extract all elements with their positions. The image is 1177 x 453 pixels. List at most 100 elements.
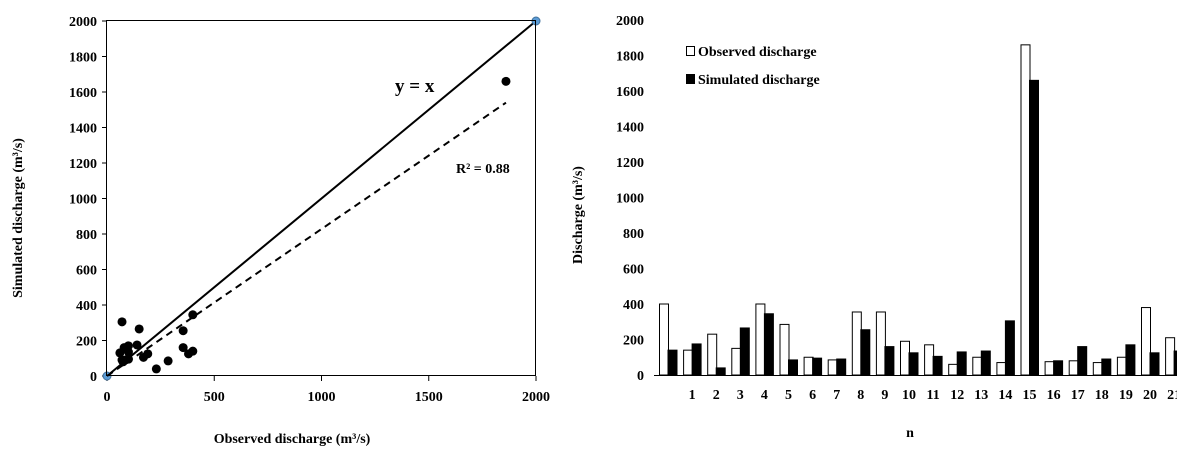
y-tick-labels: 0 200 400 600 800 1000 1200 1400 1600 1800 2000: [616, 14, 644, 384]
x-tick-label: 1500: [415, 390, 443, 405]
x-tick-label: 1000: [308, 390, 336, 405]
data-point: [123, 341, 133, 351]
x-tick-labels: 0 500 1000 1500 2000: [104, 376, 550, 405]
data-point: [178, 326, 188, 336]
x-tick-label: 14: [998, 388, 1012, 403]
bar-simulated: [788, 359, 798, 376]
bar-observed: [731, 347, 742, 376]
y-tick-label: 800: [76, 228, 97, 243]
bar-simulated: [667, 349, 678, 376]
x-tick-label: 19: [1119, 388, 1133, 403]
y-tick-label: 1000: [69, 193, 97, 208]
y-tick-label: 600: [76, 264, 97, 279]
x-tick-label: 0: [104, 390, 111, 405]
x-tick-label: 21: [1167, 388, 1177, 403]
x-tick-label: 18: [1095, 388, 1109, 403]
bar-simulated: [1149, 352, 1160, 376]
x-axis-label: Observed discharge (m³/s): [214, 432, 371, 447]
bar-simulated: [1125, 344, 1136, 376]
y-tick-label: 800: [623, 227, 644, 242]
x-tick-label: 9: [881, 388, 888, 403]
bar-observed: [948, 363, 959, 376]
bar-simulated: [691, 343, 702, 376]
bar-simulated: [932, 355, 943, 376]
y-tick-label: 200: [623, 334, 644, 349]
bar-observed: [1068, 360, 1079, 376]
bar-simulated: [956, 351, 967, 376]
x-tick-label: 6: [809, 388, 816, 403]
y-tick-label: 1200: [69, 157, 97, 172]
y-tick-label: 1400: [616, 121, 644, 136]
data-point: [117, 317, 127, 327]
trendline-path: [106, 101, 507, 377]
legend-label-observed: Observed discharge: [698, 45, 817, 60]
bar-simulated: [1053, 360, 1064, 376]
data-point: [178, 343, 188, 353]
x-tick-label: 16: [1047, 388, 1061, 403]
data-point: [151, 364, 161, 374]
data-point: [184, 349, 194, 359]
x-tick-label: 500: [204, 390, 225, 405]
data-point: [188, 310, 198, 320]
data-point: [117, 355, 127, 365]
bar-simulated: [884, 346, 895, 376]
y-tick-label: 0: [637, 369, 644, 384]
data-point: [132, 340, 142, 350]
r2-label: R² = 0.88: [456, 162, 510, 177]
y-tick-label: 1800: [69, 51, 97, 66]
identity-line: [102, 16, 541, 381]
bar-observed: [779, 323, 790, 376]
y-tick-label: 0: [90, 370, 97, 385]
y-tick-label: 200: [76, 335, 97, 350]
bar-observed: [972, 356, 983, 376]
x-tick-label: 4: [761, 388, 768, 403]
legend: Observed discharge Simulated discharge: [686, 45, 820, 88]
legend-label-simulated: Simulated discharge: [698, 73, 820, 88]
legend-swatch-simulated: [686, 74, 695, 84]
y-tick-label: 1400: [69, 122, 97, 137]
x-tick-label: 13: [974, 388, 988, 403]
x-tick-label: 10: [902, 388, 916, 403]
bar-simulated: [1101, 358, 1112, 376]
bar-observed: [924, 344, 935, 376]
bar-observed: [827, 359, 838, 376]
y-axis-label: Discharge (m³/s): [571, 166, 586, 264]
y-tick-label: 2000: [616, 14, 644, 29]
x-tick-label: 7: [833, 388, 840, 403]
bar-observed: [803, 356, 814, 376]
bar-simulated: [860, 329, 871, 376]
bar-observed: [996, 362, 1007, 376]
x-tick-label: 5: [785, 388, 792, 403]
bar-simulated: [715, 367, 726, 376]
bar-observed: [900, 340, 910, 376]
bar-observed: [851, 311, 862, 376]
y-tick-label: 2000: [69, 15, 97, 30]
trendline: [106, 101, 507, 377]
x-tick-label: 2: [713, 388, 720, 403]
bar-observed: [1141, 307, 1151, 376]
y-tick-label: 1600: [616, 85, 644, 100]
x-tick-label: 20: [1143, 388, 1157, 403]
bar-simulated: [739, 327, 750, 376]
bar-simulated: [763, 313, 774, 376]
identity-line-label: y = x: [395, 76, 435, 97]
legend-swatch-observed: [686, 46, 695, 56]
bar-observed: [1044, 361, 1055, 376]
bar-observed: [1165, 337, 1176, 376]
bar-observed: [755, 303, 766, 376]
identity-line-path: [106, 20, 537, 377]
bar-observed: [659, 303, 669, 376]
scatter-chart: 0 200 400 600 800 1000 1200 1400 1600 1800 2000 0 5…: [11, 15, 550, 447]
y-tick-label: 400: [623, 298, 644, 313]
x-tick-label: 12: [950, 388, 964, 403]
x-tick-label: 3: [737, 388, 744, 403]
data-point: [138, 352, 148, 362]
y-tick-label: 600: [623, 263, 644, 278]
plot-area-frame: [106, 20, 536, 376]
data-point: [501, 76, 511, 86]
bar-simulated: [1077, 346, 1088, 376]
bar-simulated: [1004, 320, 1015, 376]
y-tick-labels: 0 200 400 600 800 1000 1200 1400 1600 1800 2000: [69, 15, 107, 385]
bar-simulated: [812, 357, 823, 376]
